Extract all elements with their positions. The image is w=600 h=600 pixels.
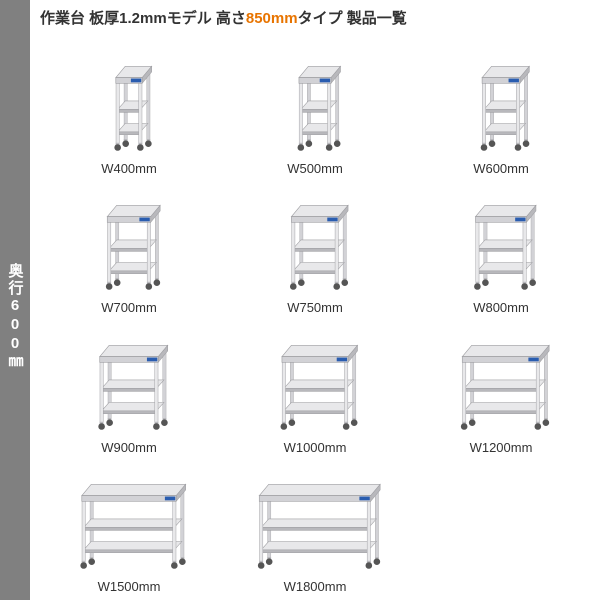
table-illustration bbox=[416, 192, 586, 296]
sidebar: 奥行600㎜ bbox=[0, 34, 30, 600]
product-width-label: W900mm bbox=[101, 440, 157, 455]
table-illustration bbox=[230, 192, 400, 296]
product-width-label: W500mm bbox=[287, 161, 343, 176]
product-cell[interactable]: W700mm bbox=[38, 180, 220, 316]
page-title: 作業台 板厚1.2mmモデル 高さ850mmタイプ 製品一覧 bbox=[30, 7, 407, 28]
table-illustration bbox=[416, 332, 586, 436]
table-illustration bbox=[230, 332, 400, 436]
product-width-label: W400mm bbox=[101, 161, 157, 176]
sidebar-depth-label: 奥行600㎜ bbox=[5, 263, 26, 371]
header-accent-block bbox=[0, 0, 30, 34]
product-cell[interactable]: W500mm bbox=[224, 40, 406, 176]
product-cell[interactable]: W1000mm bbox=[224, 319, 406, 455]
product-width-label: W1800mm bbox=[284, 579, 347, 594]
table-illustration bbox=[44, 192, 214, 296]
product-width-label: W600mm bbox=[473, 161, 529, 176]
product-width-label: W1200mm bbox=[470, 440, 533, 455]
table-illustration bbox=[416, 53, 586, 157]
title-part-2: タイプ 製品一覧 bbox=[298, 10, 407, 27]
product-cell[interactable]: W1500mm bbox=[38, 459, 220, 595]
product-width-label: W750mm bbox=[287, 300, 343, 315]
table-illustration bbox=[230, 471, 400, 575]
header-bar: 作業台 板厚1.2mmモデル 高さ850mmタイプ 製品一覧 bbox=[0, 0, 600, 34]
table-illustration bbox=[44, 332, 214, 436]
product-grid: W400mm W500mm bbox=[30, 34, 600, 600]
product-cell[interactable]: W1800mm bbox=[224, 459, 406, 595]
product-width-label: W1500mm bbox=[98, 579, 161, 594]
title-part-1: 作業台 板厚1.2mmモデル 高さ bbox=[40, 10, 246, 27]
table-illustration bbox=[230, 53, 400, 157]
product-width-label: W1000mm bbox=[284, 440, 347, 455]
product-width-label: W700mm bbox=[101, 300, 157, 315]
main-area: 奥行600㎜ W400mm bbox=[0, 34, 600, 600]
product-cell[interactable]: W900mm bbox=[38, 319, 220, 455]
product-width-label: W800mm bbox=[473, 300, 529, 315]
product-cell[interactable]: W750mm bbox=[224, 180, 406, 316]
product-cell[interactable]: W1200mm bbox=[410, 319, 592, 455]
title-accent: 850mm bbox=[246, 10, 298, 27]
table-illustration bbox=[44, 53, 214, 157]
product-cell[interactable]: W800mm bbox=[410, 180, 592, 316]
product-cell[interactable]: W400mm bbox=[38, 40, 220, 176]
table-illustration bbox=[44, 471, 214, 575]
product-cell[interactable]: W600mm bbox=[410, 40, 592, 176]
